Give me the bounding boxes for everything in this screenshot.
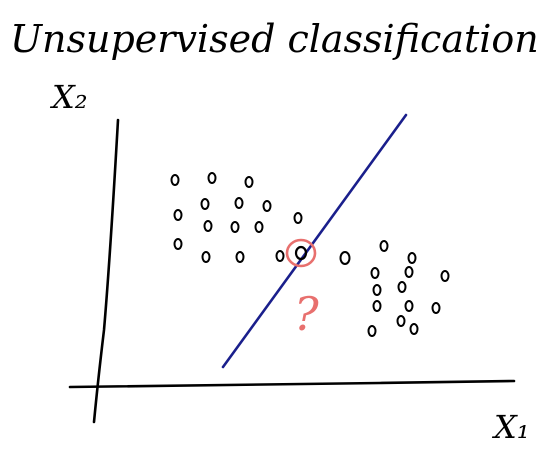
cluster-point: [234, 197, 244, 209]
cluster-point: [244, 176, 254, 188]
cluster-point: [372, 300, 382, 312]
cluster-point: [379, 240, 389, 252]
cluster-point: [254, 221, 264, 233]
cluster-point: [173, 238, 183, 250]
cluster-point: [201, 251, 211, 263]
ambiguous-point-marker: [294, 245, 308, 261]
cluster-point: [370, 267, 380, 279]
cluster-point: [396, 315, 406, 327]
cluster-point: [407, 252, 417, 264]
cluster-point: [230, 221, 240, 233]
cluster-point: [404, 266, 414, 278]
cluster-point: [372, 284, 382, 296]
question-mark: ?: [294, 287, 319, 341]
cluster-point: [293, 212, 303, 224]
cluster-point: [262, 200, 272, 212]
ambiguous-point-highlight: [285, 238, 317, 268]
cluster-point: [367, 325, 377, 337]
x-axis-label: X₁: [491, 408, 530, 446]
cluster-point: [275, 250, 285, 262]
y-axis: [92, 118, 120, 424]
diagram-title: Unsupervised classification: [10, 17, 539, 61]
cluster-point: [404, 300, 414, 312]
cluster-point: [431, 302, 441, 314]
cluster-point: [203, 220, 213, 232]
cluster-point: [409, 323, 419, 335]
cluster-point: [440, 270, 450, 282]
cluster-point: [170, 174, 180, 186]
cluster-point: [235, 251, 245, 263]
cluster-point: [397, 281, 407, 293]
left-cluster: [170, 172, 303, 263]
decision-boundary-line: [221, 113, 408, 369]
cluster-point: [200, 198, 210, 210]
cluster-point: [207, 172, 217, 184]
cluster-point: [173, 209, 183, 221]
x-axis: [68, 379, 516, 389]
cluster-point: [339, 251, 351, 265]
right-cluster: [339, 240, 450, 337]
ambiguous-point: ?: [285, 238, 319, 341]
y-axis-label: X₂: [49, 78, 88, 116]
